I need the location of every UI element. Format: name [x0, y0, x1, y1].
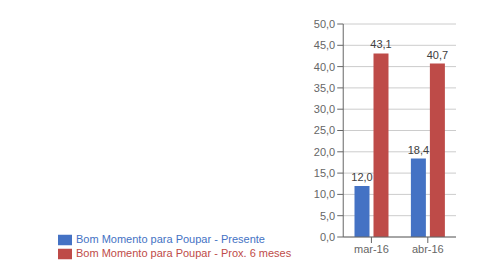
- svg-text:mar-16: mar-16: [354, 243, 389, 255]
- svg-text:5,0: 5,0: [320, 210, 335, 222]
- svg-text:10,0: 10,0: [314, 188, 335, 200]
- svg-text:25,0: 25,0: [314, 124, 335, 136]
- svg-text:12,0: 12,0: [351, 171, 372, 183]
- svg-text:0,0: 0,0: [320, 231, 335, 243]
- svg-text:30,0: 30,0: [314, 103, 335, 115]
- svg-text:abr-16: abr-16: [412, 243, 444, 255]
- svg-text:40,0: 40,0: [314, 61, 335, 73]
- svg-text:20,0: 20,0: [314, 146, 335, 158]
- html-text:Bom Momento para Poupar - Pres: Bom Momento para Poupar - Presente: [76, 232, 265, 245]
- svg-text:45,0: 45,0: [314, 39, 335, 51]
- svg-text:40,7: 40,7: [427, 49, 448, 61]
- svg-text:35,0: 35,0: [314, 82, 335, 94]
- svg-text:15,0: 15,0: [314, 167, 335, 179]
- svg-text:18,4: 18,4: [408, 144, 429, 156]
- svg-text:50,0: 50,0: [314, 18, 335, 30]
- svg-text:43,1: 43,1: [370, 38, 391, 50]
- html-text:Bom Momento para Poupar - Prox: Bom Momento para Poupar - Prox. 6 meses: [76, 246, 292, 259]
